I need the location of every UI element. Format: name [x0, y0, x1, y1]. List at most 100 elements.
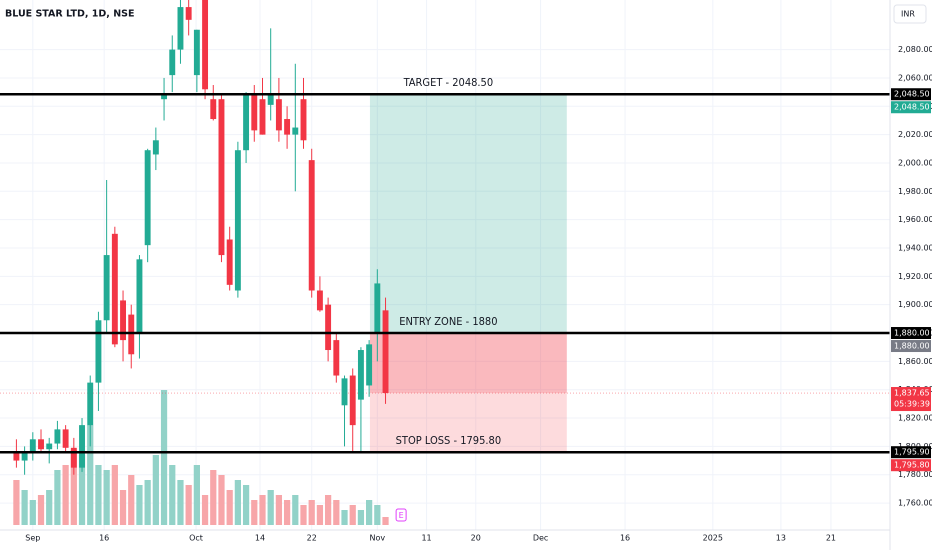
candle-body — [284, 119, 291, 135]
level-text: TARGET - 2048.50 — [403, 76, 494, 89]
x-tick-label: 16 — [99, 534, 109, 543]
candle-body — [13, 453, 20, 461]
candle-body — [234, 150, 241, 291]
candle-body — [316, 290, 323, 311]
x-tick-label: 20 — [471, 534, 481, 543]
volume-bar — [226, 490, 233, 525]
volume-bar — [382, 517, 389, 525]
candle-body — [21, 452, 28, 461]
price-label-bg — [891, 459, 931, 472]
price-label: 1,880.00 — [894, 342, 930, 351]
volume-bar — [316, 505, 324, 525]
candle-body — [333, 340, 340, 376]
volume-bar — [357, 510, 365, 525]
volume-bar — [103, 470, 110, 525]
price-label-bg — [891, 340, 931, 353]
y-tick-label: 1,760.00 — [898, 499, 932, 508]
candle-body — [144, 150, 151, 246]
volume-bar — [218, 475, 225, 525]
x-tick-label: 14 — [255, 534, 265, 543]
y-tick-label: 2,080.00 — [898, 45, 932, 54]
candle-body — [357, 350, 364, 400]
x-tick-label: Oct — [189, 534, 203, 543]
overlay-layer: TARGET - 2048.50 ENTRY ZONE - 1880 STOP LO… — [0, 76, 890, 454]
candle-body — [275, 99, 282, 131]
volume-bar — [251, 500, 258, 525]
level-text: STOP LOSS - 1795.80 — [396, 434, 501, 447]
volume-bar — [54, 470, 61, 525]
volume-bar — [87, 425, 94, 525]
volume-bar — [111, 465, 118, 525]
candle-body — [120, 300, 126, 341]
candle-body — [46, 443, 53, 450]
candle-body — [193, 29, 200, 76]
volume-bar — [152, 455, 159, 525]
candle-body — [29, 439, 36, 453]
candle-body — [325, 304, 332, 351]
price-label-bg — [891, 446, 931, 459]
candle-body — [169, 49, 176, 76]
x-tick-label: 22 — [307, 534, 317, 543]
candle-body — [95, 320, 102, 383]
volume-bar — [300, 505, 307, 525]
candle-body — [54, 429, 61, 444]
price-label: 1,795.80 — [894, 461, 930, 470]
volume-bar — [267, 490, 274, 525]
candle-body — [243, 94, 250, 151]
candle-body — [218, 99, 225, 256]
volume-bar — [366, 500, 373, 525]
candle-body — [111, 233, 118, 345]
volume-bar — [46, 490, 53, 525]
candle-body — [79, 425, 85, 468]
price-label-bg — [891, 387, 931, 412]
volume-bar — [29, 500, 36, 525]
candle-body — [300, 99, 307, 141]
candle-body — [226, 239, 233, 285]
volume-bar — [349, 505, 356, 525]
volume-bar — [374, 505, 381, 525]
x-tick-label: Dec — [533, 534, 548, 543]
volume-bar — [136, 485, 143, 525]
candle-body — [128, 314, 135, 355]
x-tick-label: 16 — [620, 534, 630, 543]
y-tick-label: 2,060.00 — [898, 73, 932, 82]
candle-body — [341, 378, 348, 406]
candle-body — [152, 140, 159, 155]
volume-bar — [169, 465, 176, 525]
price-label-bg — [891, 88, 931, 101]
volume-bar — [95, 465, 102, 525]
candle-body — [259, 99, 266, 135]
event-label: E — [399, 511, 404, 520]
volume-bar — [62, 465, 69, 525]
volume-bar — [144, 480, 151, 525]
price-label-bg — [891, 101, 931, 114]
volume-bar — [234, 480, 241, 525]
candle-body — [103, 255, 110, 321]
x-tick-label: 2025 — [703, 534, 723, 543]
volume-bar — [275, 495, 283, 525]
volume-bar — [259, 495, 266, 525]
candle-body — [38, 439, 44, 450]
volume-bar — [37, 495, 45, 525]
volume-bar — [119, 490, 127, 525]
volume-bar — [210, 470, 217, 525]
target-zone — [369, 94, 567, 334]
candle-body — [70, 447, 77, 468]
currency: INR — [901, 10, 915, 19]
candle-body — [251, 94, 258, 131]
stop-zone — [369, 393, 567, 453]
candle-body — [161, 94, 168, 100]
candle-body — [177, 7, 184, 50]
candle-body — [292, 127, 299, 135]
y-tick-label: 1,920.00 — [898, 272, 932, 281]
y-tick-label: 1,860.00 — [898, 357, 932, 366]
price-label: 1,837.65 — [894, 389, 930, 398]
volume-bar — [308, 500, 315, 525]
candle-body — [87, 382, 94, 426]
volume-bar — [324, 495, 332, 525]
x-tick-label: Sep — [25, 534, 40, 543]
chart-title: BLUE STAR LTD, 1D, NSE — [5, 9, 134, 20]
volume-bar — [177, 480, 184, 525]
x-tick-label: Nov — [370, 534, 386, 543]
volume-bar — [13, 480, 20, 525]
